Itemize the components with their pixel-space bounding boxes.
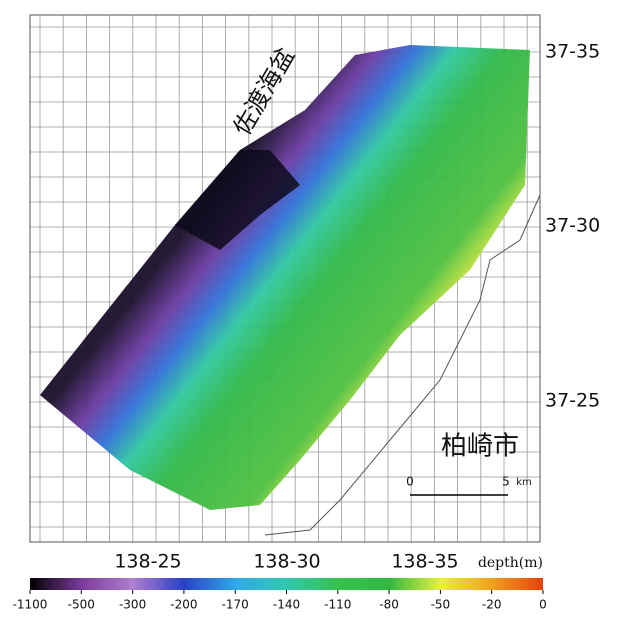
latitude-label: 37-25 [545,390,600,412]
city-label: 柏崎市 [441,432,519,462]
scale-start: 0 [406,475,414,489]
colorbar-tick-label: -110 [324,598,351,612]
longitude-label: 138-35 [391,551,458,573]
scale-end: 5 [502,475,510,489]
colorbar-title: depth(m) [478,555,543,571]
colorbar-tick-label: -200 [170,598,197,612]
colorbar-tick-label: -170 [222,598,249,612]
colorbar [30,578,543,590]
longitude-label: 138-30 [253,551,320,573]
scale-unit: km [516,477,532,488]
colorbar-tick-label: -20 [482,598,502,612]
latitude-label: 37-35 [545,41,600,63]
map-page: 佐渡海盆 柏崎市 0 5 km depth(m) 37-3537-3037-25… [0,0,624,615]
colorbar-tick-label: -50 [431,598,451,612]
colorbar-tick-label: -500 [68,598,95,612]
latitude-label: 37-30 [545,215,600,237]
colorbar-tick-label: -80 [379,598,399,612]
longitude-label: 138-25 [114,551,181,573]
colorbar-tick-label: -1100 [13,598,48,612]
colorbar-tick-label: -300 [119,598,146,612]
colorbar-tick-label: -140 [273,598,300,612]
colorbar-tick-label: 0 [539,598,547,612]
